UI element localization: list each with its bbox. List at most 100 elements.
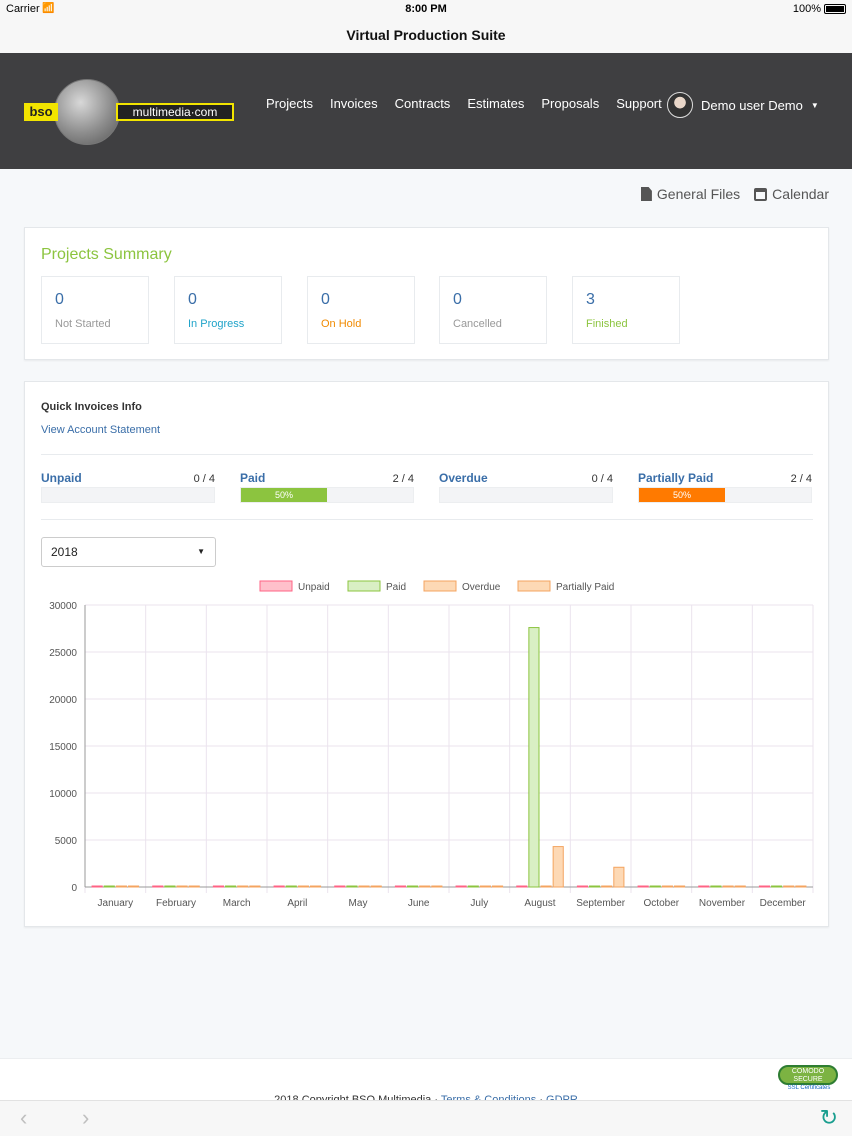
- bar-overdue: [358, 885, 370, 888]
- bar-partially-paid: [552, 846, 564, 888]
- nav-estimates[interactable]: Estimates: [467, 96, 525, 111]
- bar-overdue: [176, 885, 188, 888]
- stat-label: In Progress: [188, 318, 245, 330]
- bar-partially-paid: [795, 885, 807, 888]
- browser-toolbar: ‹ › ↻: [0, 1100, 852, 1136]
- stat-label: Cancelled: [453, 318, 502, 330]
- wifi-icon: 📶: [42, 3, 55, 14]
- x-tick-label: August: [524, 898, 555, 909]
- legend-swatch: [423, 580, 457, 592]
- reload-icon[interactable]: ↻: [819, 1105, 838, 1130]
- progress-count: 2 / 4: [790, 473, 812, 485]
- bar-paid: [164, 885, 176, 888]
- nav-invoices[interactable]: Invoices: [329, 96, 378, 111]
- stat-value: 0: [55, 291, 64, 308]
- badge-bottom-text: SECURE: [793, 1076, 823, 1083]
- progress-label[interactable]: Partially Paid: [638, 471, 714, 485]
- bar-overdue: [479, 885, 491, 888]
- bar-paid: [710, 885, 722, 888]
- stat-cancelled[interactable]: 0 Cancelled: [439, 276, 547, 344]
- progress-label[interactable]: Unpaid: [41, 471, 82, 485]
- stat-label: Finished: [586, 318, 628, 330]
- account-statement-link[interactable]: View Account Statement: [41, 424, 161, 436]
- stat-not-started[interactable]: 0 Not Started: [41, 276, 149, 344]
- bar-partially-paid: [188, 885, 200, 888]
- badge-top-text: COMODO: [791, 1068, 825, 1075]
- bar-partially-paid: [431, 885, 443, 888]
- year-select-value: 2018: [51, 545, 78, 559]
- avatar: [667, 92, 693, 118]
- x-tick-label: April: [287, 898, 307, 909]
- nav-contracts[interactable]: Contracts: [394, 96, 451, 111]
- x-tick-label: October: [644, 898, 680, 909]
- x-tick-label: June: [408, 898, 430, 909]
- invoices-bar-chart: 0 5000 10000 15000 20000 25000 30000 January Feb…: [49, 580, 814, 909]
- bar-partially-paid: [127, 885, 140, 888]
- bar-partially-paid: [734, 885, 746, 888]
- x-tick-label: July: [470, 898, 488, 909]
- stat-in-progress[interactable]: 0 In Progress: [174, 276, 282, 344]
- bar-unpaid: [516, 885, 528, 888]
- year-select[interactable]: 2018 ▼: [41, 537, 216, 567]
- bar-partially-paid: [673, 885, 686, 888]
- stat-value: 0: [453, 291, 462, 308]
- projects-summary-card: Projects Summary 0 Not Started 0 In Prog…: [24, 227, 829, 360]
- projects-summary-title: Projects Summary: [41, 246, 172, 263]
- user-name: Demo user Demo: [701, 97, 803, 113]
- divider: [41, 519, 813, 520]
- status-bar: Carrier 📶 8:00 PM 100%: [0, 0, 852, 18]
- x-tick-label: November: [699, 898, 746, 909]
- nav-proposals[interactable]: Proposals: [541, 96, 600, 111]
- calendar-link[interactable]: Calendar: [754, 186, 829, 202]
- stat-on-hold[interactable]: 0 On Hold: [307, 276, 415, 344]
- calendar-label: Calendar: [772, 186, 829, 202]
- ssl-seal[interactable]: COMODO SECURE SSL Certificates: [778, 1065, 840, 1091]
- stat-value: 3: [586, 291, 595, 308]
- bar-unpaid: [152, 885, 164, 888]
- caret-down-icon: ▼: [810, 100, 819, 110]
- user-menu[interactable]: Demo user Demo ▼: [667, 92, 819, 118]
- bar-unpaid: [91, 885, 103, 888]
- stat-value: 0: [188, 291, 197, 308]
- progress-track: 50%: [638, 487, 812, 503]
- bar-paid: [225, 885, 237, 888]
- progress-track: [41, 487, 215, 503]
- legend-label: Unpaid: [298, 582, 330, 593]
- bar-overdue: [115, 885, 127, 888]
- x-tick-label: May: [349, 898, 368, 909]
- forward-arrow-icon[interactable]: ›: [82, 1105, 90, 1130]
- progress-label[interactable]: Overdue: [439, 471, 488, 485]
- y-tick-label: 25000: [49, 648, 77, 659]
- y-tick-label: 10000: [49, 789, 77, 800]
- bar-overdue: [783, 885, 795, 888]
- bar-partially-paid: [249, 885, 261, 888]
- stat-label: On Hold: [321, 318, 362, 330]
- bar-paid: [528, 627, 540, 888]
- bar-paid: [103, 885, 115, 888]
- bar-partially-paid: [491, 885, 504, 888]
- stat-finished[interactable]: 3 Finished: [572, 276, 680, 344]
- progress-label[interactable]: Paid: [240, 471, 266, 485]
- page-footer: COMODO SECURE SSL Certificates 2018 Copy…: [0, 1058, 852, 1106]
- general-files-link[interactable]: General Files: [640, 186, 741, 202]
- chevron-down-icon: ▼: [197, 547, 205, 556]
- y-tick-label: 5000: [55, 836, 78, 847]
- bar-overdue: [601, 885, 613, 888]
- bar-unpaid: [334, 885, 346, 888]
- invoices-title: Quick Invoices Info: [41, 401, 142, 413]
- back-arrow-icon[interactable]: ‹: [20, 1105, 28, 1130]
- divider: [41, 454, 813, 455]
- x-tick-label: March: [223, 898, 251, 909]
- quick-links: General Files Calendar: [640, 186, 829, 202]
- nav-projects[interactable]: Projects: [266, 96, 313, 111]
- invoices-card: Quick Invoices Info View Account Stateme…: [24, 381, 829, 927]
- general-files-label: General Files: [656, 186, 741, 202]
- bar-unpaid: [455, 885, 467, 888]
- x-tick-label: January: [98, 898, 134, 909]
- nav-support[interactable]: Support: [616, 96, 662, 111]
- bar-overdue: [237, 885, 249, 888]
- main-nav: Projects Invoices Contracts Estimates Pr…: [266, 96, 662, 111]
- bar-overdue: [419, 885, 431, 888]
- brand-logo[interactable]: bso multimedia·com: [24, 79, 236, 145]
- bar-unpaid: [637, 885, 649, 888]
